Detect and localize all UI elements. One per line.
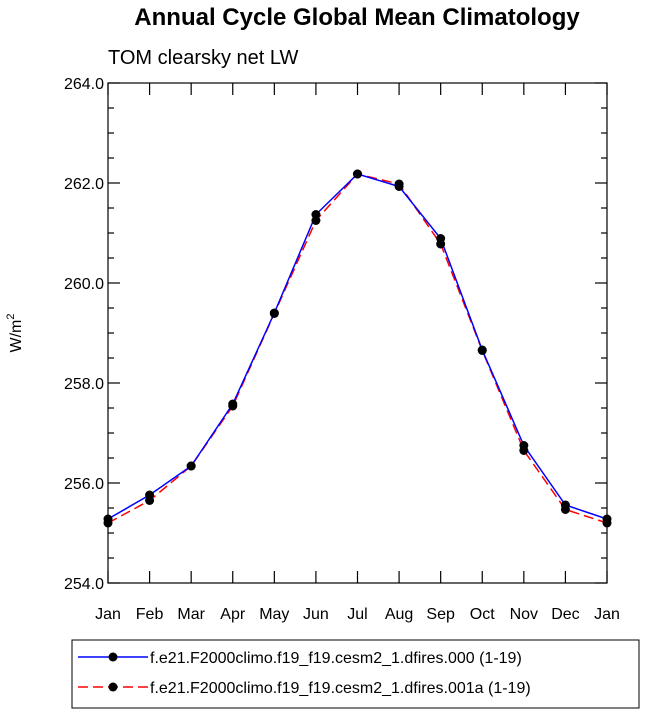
- x-tick-label: Sep: [426, 606, 455, 623]
- x-tick-label: Apr: [220, 606, 246, 623]
- legend-marker-0: [108, 652, 118, 662]
- legend-label-0: f.e21.F2000climo.f19_f19.cesm2_1.dfires.…: [150, 650, 522, 667]
- svg-text:W/m2: W/m2: [5, 314, 25, 353]
- plot-frame: [107, 82, 608, 584]
- x-tick-label: Aug: [385, 606, 413, 623]
- x-tick-label: Nov: [510, 606, 538, 623]
- chart-title: Annual Cycle Global Mean Climatology: [134, 4, 580, 31]
- chart-subtitle: TOM clearsky net LW: [108, 47, 299, 69]
- y-tick-label: 254.0: [64, 576, 104, 593]
- data-point: [477, 345, 487, 355]
- x-tick-label: Jan: [95, 606, 121, 623]
- legend-marker-1: [108, 682, 118, 692]
- data-point: [436, 234, 446, 243]
- legend-label-1: f.e21.F2000climo.f19_f19.cesm2_1.dfires.…: [150, 680, 531, 697]
- data-point: [269, 308, 279, 318]
- data-point: [353, 169, 362, 179]
- data-point: [186, 461, 196, 471]
- y-axis-label: W/m2: [5, 314, 25, 353]
- y-tick-label: 258.0: [64, 376, 104, 393]
- x-tick-label: Dec: [551, 606, 579, 623]
- data-point: [394, 182, 404, 191]
- legend-items: f.e21.F2000climo.f19_f19.cesm2_1.dfires.…: [78, 650, 531, 697]
- y-tick-label: 260.0: [64, 276, 104, 293]
- data-point: [103, 514, 113, 524]
- x-tick-label: Jun: [303, 606, 329, 623]
- series-layer: [103, 169, 612, 528]
- data-point: [602, 514, 612, 524]
- y-axis-label-text: W/m: [8, 320, 25, 353]
- y-axis-label-superscript: 2: [5, 314, 17, 320]
- x-tick-label: Jul: [347, 606, 367, 623]
- series-line-1: [107, 173, 608, 524]
- data-point: [228, 399, 238, 409]
- y-tick-label: 262.0: [64, 176, 104, 193]
- data-point: [560, 500, 570, 510]
- axis-ticks: 254.0 256.0 258.0 260.0 262.0 264.0 Jan Feb Mar A…: [64, 76, 620, 623]
- data-point: [519, 441, 529, 450]
- x-tick-label: Mar: [177, 606, 205, 623]
- x-tick-label: May: [259, 606, 289, 623]
- legend-box: [71, 639, 640, 709]
- data-point: [145, 490, 155, 500]
- series-line-0: [107, 173, 608, 520]
- legend: f.e21.F2000climo.f19_f19.cesm2_1.dfires.…: [71, 639, 640, 709]
- y-tick-label: 256.0: [64, 476, 104, 493]
- data-point: [311, 210, 321, 219]
- x-tick-label: Feb: [136, 606, 164, 623]
- x-tick-label: Oct: [470, 606, 495, 623]
- y-tick-label: 264.0: [64, 76, 104, 93]
- x-tick-label: Jan: [594, 606, 620, 623]
